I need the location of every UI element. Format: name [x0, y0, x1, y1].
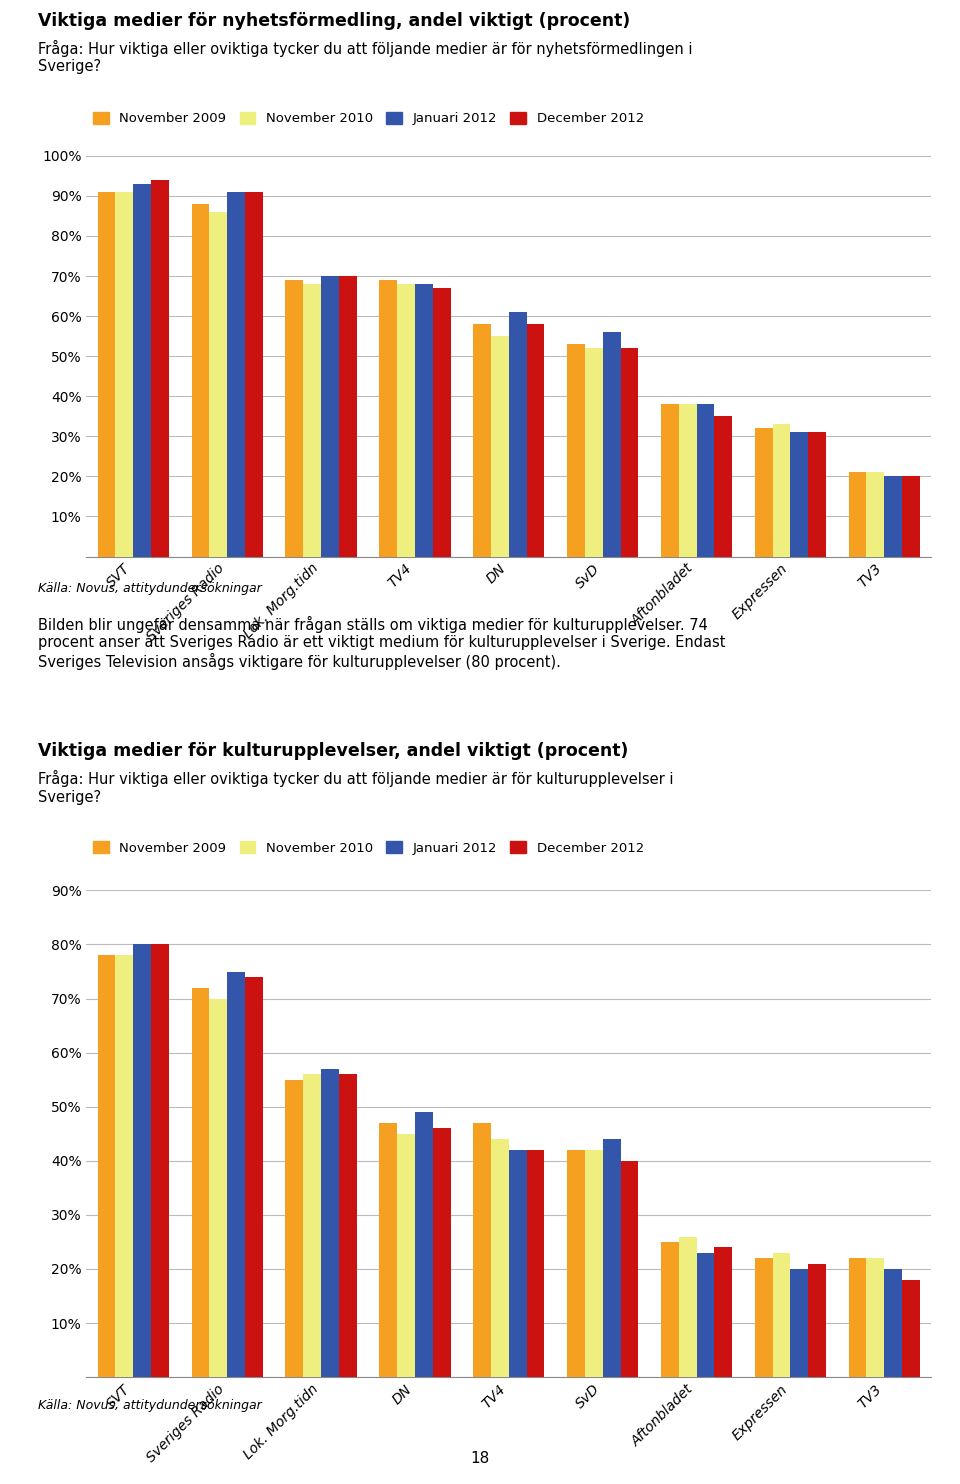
Bar	[339, 1074, 357, 1377]
Text: Källa: Novus, attitydundersökningar: Källa: Novus, attitydundersökningar	[38, 1399, 262, 1413]
Bar	[192, 988, 209, 1377]
Bar	[245, 191, 263, 556]
Bar	[473, 324, 491, 556]
Bar	[773, 1252, 790, 1377]
Bar	[491, 1140, 509, 1377]
Bar	[303, 283, 321, 556]
Bar	[867, 1258, 884, 1377]
Bar	[433, 1128, 450, 1377]
Bar	[755, 429, 773, 556]
Bar	[133, 944, 151, 1377]
Text: Viktiga medier för nyhetsförmedling, andel viktigt (procent): Viktiga medier för nyhetsförmedling, and…	[38, 12, 631, 30]
Bar	[98, 191, 115, 556]
Bar	[379, 1123, 397, 1377]
Bar	[98, 956, 115, 1377]
Bar	[714, 1248, 732, 1377]
Bar	[397, 283, 415, 556]
Bar	[567, 344, 585, 556]
Bar	[714, 416, 732, 556]
Bar	[339, 276, 357, 556]
Bar	[115, 191, 133, 556]
Text: Fråga: Hur viktiga eller oviktiga tycker du att följande medier är för kulturupp: Fråga: Hur viktiga eller oviktiga tycker…	[38, 770, 674, 804]
Bar	[473, 1123, 491, 1377]
Bar	[228, 972, 245, 1377]
Bar	[603, 332, 620, 556]
Bar	[209, 212, 228, 556]
Bar	[790, 1269, 808, 1377]
Text: Källa: Novus, attitydundersökningar: Källa: Novus, attitydundersökningar	[38, 582, 262, 595]
Bar	[849, 1258, 867, 1377]
Legend: November 2009, November 2010, Januari 2012, December 2012: November 2009, November 2010, Januari 20…	[93, 111, 644, 125]
Bar	[773, 424, 790, 556]
Bar	[491, 335, 509, 556]
Bar	[790, 432, 808, 556]
Bar	[884, 476, 902, 556]
Bar	[867, 472, 884, 556]
Bar	[585, 349, 603, 556]
Bar	[415, 283, 433, 556]
Bar	[321, 1068, 339, 1377]
Bar	[433, 288, 450, 556]
Text: Bilden blir ungefär densamma när frågan ställs om viktiga medier för kulturupple: Bilden blir ungefär densamma när frågan …	[38, 616, 726, 671]
Bar	[321, 276, 339, 556]
Bar	[133, 184, 151, 556]
Bar	[151, 944, 169, 1377]
Bar	[697, 1252, 714, 1377]
Bar	[902, 476, 920, 556]
Bar	[228, 191, 245, 556]
Bar	[303, 1074, 321, 1377]
Text: Viktiga medier för kulturupplevelser, andel viktigt (procent): Viktiga medier för kulturupplevelser, an…	[38, 742, 629, 760]
Bar	[397, 1134, 415, 1377]
Bar	[245, 976, 263, 1377]
Bar	[379, 280, 397, 556]
Bar	[808, 1263, 826, 1377]
Bar	[808, 432, 826, 556]
Bar	[509, 1150, 527, 1377]
Text: 18: 18	[470, 1451, 490, 1466]
Bar	[902, 1279, 920, 1377]
Bar	[285, 1080, 303, 1377]
Bar	[527, 1150, 544, 1377]
Bar	[415, 1112, 433, 1377]
Bar	[849, 472, 867, 556]
Bar	[620, 349, 638, 556]
Bar	[585, 1150, 603, 1377]
Bar	[660, 404, 679, 556]
Bar	[209, 999, 228, 1377]
Bar	[285, 280, 303, 556]
Bar	[192, 203, 209, 556]
Bar	[151, 180, 169, 556]
Bar	[527, 324, 544, 556]
Bar	[603, 1140, 620, 1377]
Bar	[697, 404, 714, 556]
Bar	[620, 1160, 638, 1377]
Bar	[679, 1236, 697, 1377]
Bar	[660, 1242, 679, 1377]
Bar	[755, 1258, 773, 1377]
Text: Fråga: Hur viktiga eller oviktiga tycker du att följande medier är för nyhetsför: Fråga: Hur viktiga eller oviktiga tycker…	[38, 40, 693, 74]
Bar	[567, 1150, 585, 1377]
Bar	[884, 1269, 902, 1377]
Legend: November 2009, November 2010, Januari 2012, December 2012: November 2009, November 2010, Januari 20…	[93, 841, 644, 855]
Bar	[679, 404, 697, 556]
Bar	[115, 956, 133, 1377]
Bar	[509, 312, 527, 556]
